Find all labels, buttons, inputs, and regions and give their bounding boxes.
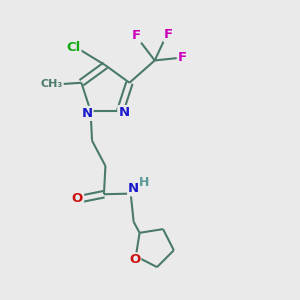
Text: F: F: [178, 51, 187, 64]
Text: Cl: Cl: [66, 41, 80, 54]
Text: N: N: [118, 106, 129, 119]
Text: O: O: [72, 192, 83, 205]
Text: F: F: [164, 28, 173, 41]
Text: H: H: [139, 176, 150, 189]
Text: F: F: [131, 29, 140, 42]
Text: CH₃: CH₃: [40, 79, 63, 88]
Text: N: N: [81, 107, 93, 120]
Text: O: O: [129, 254, 140, 266]
Text: N: N: [128, 182, 139, 195]
